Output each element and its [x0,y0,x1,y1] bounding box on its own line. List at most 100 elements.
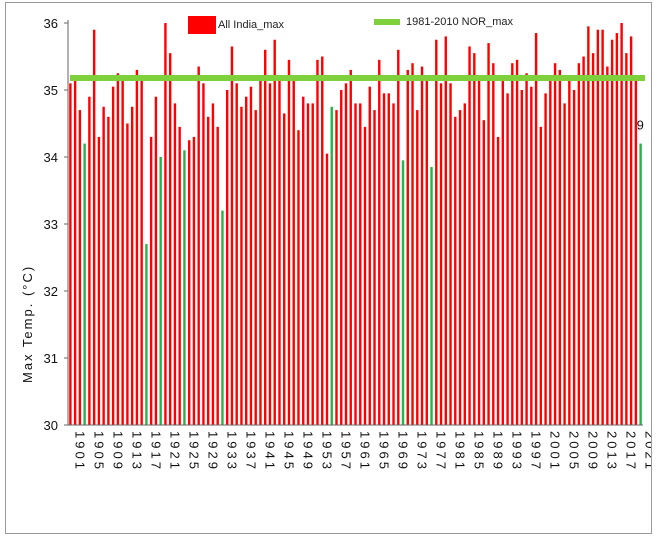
bar-1924 [178,126,181,425]
bar-1955 [325,153,329,425]
bar-1968 [387,93,390,425]
bar-2005 [563,103,566,426]
bar-1907 [97,136,101,425]
x-tick-label-1925: 1925 [186,431,201,472]
bar-1936 [235,83,238,426]
bar-2018 [625,53,628,426]
bar-1938 [245,96,248,425]
x-tick-label-1913: 1913 [129,431,144,472]
bar-1943 [268,83,272,426]
bar-1926 [187,140,191,425]
bar-1947 [287,59,291,425]
bar-2014 [606,66,609,426]
bar-1932 [216,126,219,425]
bar-2020 [634,79,638,425]
x-tick-label-1937: 1937 [243,431,258,472]
bar-1965 [373,110,376,425]
bar-2019 [629,36,633,426]
bar-1949 [297,130,300,425]
bar-1973 [411,63,414,425]
bar-1970 [397,49,400,426]
bar-1961 [354,103,357,426]
bar-1908 [102,106,105,425]
x-tick-label-2009: 2009 [586,431,601,472]
bar-1911 [116,73,120,425]
bar-1983 [458,110,462,425]
bar-1975 [420,66,424,426]
bar-1954 [321,56,324,425]
chart-frame: 30 31 32 33 34 35 36 1901 1905 1909 1913 1917 1921 19… [5,2,652,534]
bar-1960 [349,69,352,426]
bar-1933 [221,210,224,425]
bar-2007 [572,90,576,425]
bar-1989 [487,43,490,425]
x-tick-label-1981: 1981 [453,431,468,472]
bar-1928 [197,66,200,426]
bar-1982 [454,116,457,426]
bar-1916 [140,76,143,425]
bar-1927 [192,136,196,425]
bar-1974 [416,110,419,425]
legend-item-all-india-max: All India_max [188,16,284,34]
bar-1930 [206,116,210,426]
bar-1998 [530,86,533,426]
x-tick-label-1989: 1989 [491,431,506,472]
x-tick-label-2005: 2005 [567,431,582,472]
y-tick-label-32: 32 [44,284,58,299]
bar-1997 [525,73,528,425]
bar-1946 [283,113,286,425]
bar-1948 [292,76,295,425]
bar-2009 [582,56,585,425]
legend-item-normal-max: 1981-2010 NOR_max [374,16,513,28]
x-tick-label-1917: 1917 [148,431,163,472]
x-tick-label-1929: 1929 [205,431,220,472]
bar-1988 [482,120,486,426]
bar-1913 [126,123,129,425]
bar-1996 [520,90,524,425]
bar-1977 [430,167,433,426]
bar-1979 [439,83,443,426]
y-tick-label-34: 34 [44,150,58,165]
x-tick-label-1933: 1933 [224,431,239,472]
y-tick-label-36: 36 [44,16,58,31]
bar-2002 [549,79,552,425]
legend-label-all-india-max: All India_max [218,19,285,31]
bar-2010 [587,26,590,425]
bar-1945 [278,76,281,425]
x-tick-label-1985: 1985 [472,431,487,472]
bar-1914 [130,106,134,425]
x-tick-label-1949: 1949 [300,431,315,472]
bar-1902 [73,76,77,425]
bar-1969 [392,103,395,426]
bar-1971 [401,160,405,425]
x-tick-label-1945: 1945 [281,431,296,472]
x-tick-label-2013: 2013 [605,431,620,472]
annotation-label: 9 [637,118,644,133]
legend-swatch-normal-max [374,19,400,25]
bar-1951 [306,103,310,426]
bar-1919 [154,96,158,425]
x-tick-label-1901: 1901 [72,431,87,472]
bar-1952 [311,103,314,426]
bar-1967 [382,93,386,425]
bar-1906 [92,29,96,425]
bar-1976 [425,76,428,425]
bar-1920 [159,157,162,425]
bar-2004 [558,69,562,426]
bar-1915 [135,69,139,426]
y-tick-label-31: 31 [44,351,58,366]
bar-1942 [264,49,267,426]
bar-1984 [463,103,466,426]
x-tick-label-1921: 1921 [167,431,182,472]
bar-1912 [121,76,124,425]
bar-1921 [164,23,167,425]
bar-1934 [225,90,229,425]
bar-2021 [639,143,642,425]
bar-1940 [254,110,257,425]
bar-2003 [553,63,557,425]
bar-1985 [468,46,471,425]
bar-1917 [145,244,148,425]
bar-1957 [335,110,338,425]
y-tick-label-30: 30 [44,418,58,433]
bar-2000 [539,126,543,425]
